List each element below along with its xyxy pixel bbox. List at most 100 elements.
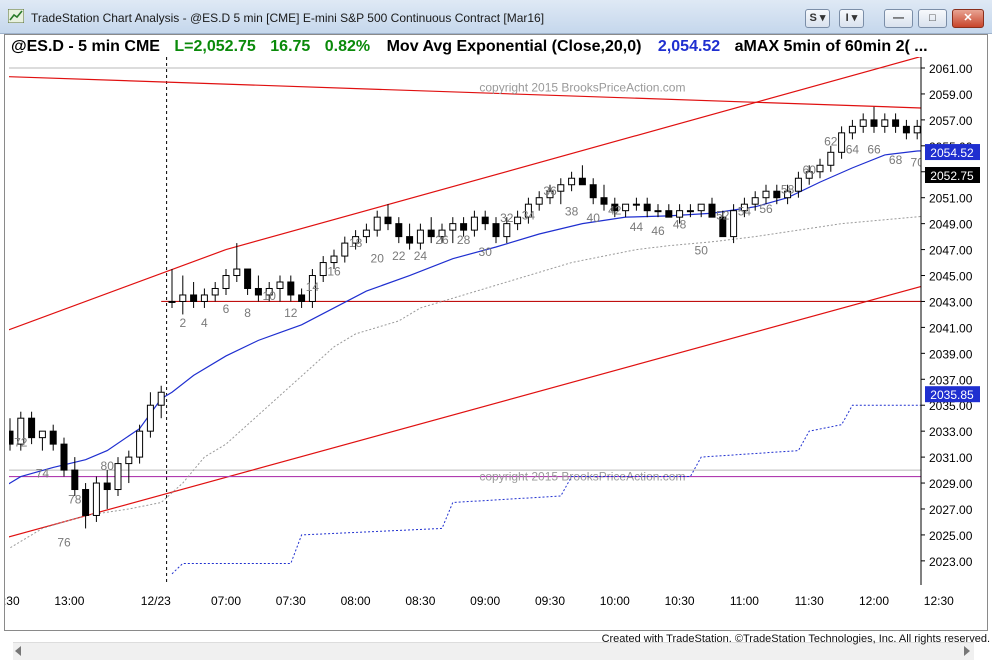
i-menu-button[interactable]: I ▾ bbox=[839, 9, 864, 28]
candle-body bbox=[600, 197, 608, 205]
tradestation-app-icon bbox=[8, 9, 24, 23]
bar-count-label: 80 bbox=[101, 459, 115, 473]
candle-body bbox=[38, 430, 46, 439]
close-button[interactable]: ✕ bbox=[952, 9, 984, 28]
s-menu-button[interactable]: S ▾ bbox=[805, 9, 830, 28]
bar-count-label: 44 bbox=[630, 220, 644, 234]
candle-body bbox=[460, 223, 468, 231]
s-button-label: S bbox=[809, 12, 817, 24]
x-axis-label: 08:00 bbox=[341, 594, 371, 608]
x-axis-label: 12:30 bbox=[5, 594, 20, 608]
x-axis-label: 10:00 bbox=[600, 594, 630, 608]
candle-body bbox=[244, 268, 252, 289]
price-tag-label: 2052.75 bbox=[930, 169, 974, 183]
close-icon: ✕ bbox=[963, 12, 973, 24]
candle-body bbox=[881, 119, 889, 127]
x-axis-label: 09:30 bbox=[535, 594, 565, 608]
candle-body bbox=[676, 210, 684, 218]
candle-body bbox=[665, 210, 673, 218]
candle-body bbox=[686, 210, 694, 213]
y-axis-label: 2035.00 bbox=[929, 399, 973, 413]
bar-count-label: 46 bbox=[651, 224, 665, 238]
x-axis-label: 12:30 bbox=[924, 594, 954, 608]
scroll-right-arrow-icon[interactable] bbox=[964, 646, 970, 656]
copyright-watermark: copyright 2015 BrooksPriceAction.com bbox=[479, 80, 685, 94]
bar-count-label: 12 bbox=[284, 306, 298, 320]
candle-body bbox=[49, 430, 57, 445]
candle-body bbox=[373, 216, 381, 231]
x-axis-label: 07:30 bbox=[276, 594, 306, 608]
maximize-button[interactable]: □ bbox=[918, 9, 947, 28]
bar-count-label: 58 bbox=[781, 183, 795, 197]
candle-body bbox=[557, 184, 565, 192]
candle-body bbox=[492, 223, 500, 238]
x-axis-label: 13:00 bbox=[54, 594, 84, 608]
candle-body bbox=[136, 430, 144, 458]
candle-body bbox=[859, 119, 867, 127]
candle-body bbox=[773, 190, 781, 199]
bar-count-label: 18 bbox=[349, 236, 363, 250]
y-axis-label: 2051.00 bbox=[929, 192, 973, 206]
y-axis-label: 2025.00 bbox=[929, 529, 973, 543]
scroll-left-arrow-icon[interactable] bbox=[15, 646, 21, 656]
minimize-button[interactable]: — bbox=[884, 9, 913, 28]
candle-body bbox=[838, 132, 846, 153]
ema-line bbox=[9, 150, 921, 485]
candle-body bbox=[503, 223, 511, 238]
bar-count-label: 38 bbox=[565, 205, 579, 219]
window-title: TradeStation Chart Analysis - @ES.D 5 mi… bbox=[31, 11, 545, 25]
bar-count-label: 72 bbox=[14, 436, 28, 450]
y-axis-label: 2027.00 bbox=[929, 503, 973, 517]
header-change-pct: 0.82% bbox=[325, 38, 370, 55]
candle-body bbox=[114, 463, 122, 491]
header-study: Mov Avg Exponential (Close,20,0) bbox=[387, 38, 642, 55]
candle-body bbox=[60, 443, 68, 471]
candle-body bbox=[71, 469, 79, 491]
bar-count-label: 74 bbox=[36, 467, 50, 481]
candle-body bbox=[308, 275, 316, 302]
chart-window: copyright 2015 BrooksPriceAction.com copy… bbox=[4, 34, 988, 660]
candle-body bbox=[82, 489, 90, 516]
candle-body bbox=[168, 300, 176, 303]
candle-body bbox=[578, 177, 586, 186]
bar-count-label: 24 bbox=[414, 249, 428, 263]
candle-body bbox=[449, 223, 457, 231]
bar-count-label: 34 bbox=[522, 209, 536, 223]
candle-body bbox=[622, 203, 630, 212]
bar-count-label: 66 bbox=[867, 142, 881, 156]
trend-line bbox=[9, 76, 921, 109]
bar-count-label: 6 bbox=[223, 302, 230, 316]
price-tag-blue bbox=[925, 386, 980, 403]
title-bar: TradeStation Chart Analysis - @ES.D 5 mi… bbox=[0, 0, 992, 34]
candle-body bbox=[740, 203, 748, 212]
candle-body bbox=[902, 125, 910, 134]
candle-body bbox=[730, 210, 738, 238]
candle-body bbox=[28, 417, 36, 439]
bar-count-label: 60 bbox=[803, 163, 817, 177]
candle-body bbox=[406, 236, 414, 244]
x-axis-label: 07:00 bbox=[211, 594, 241, 608]
trend-line bbox=[225, 57, 921, 251]
bar-count-label: 16 bbox=[327, 264, 341, 278]
candle-body bbox=[535, 197, 543, 205]
bar-count-label: 2 bbox=[179, 316, 186, 330]
candle-body bbox=[157, 391, 165, 406]
bar-count-label: 14 bbox=[306, 280, 320, 294]
candle-body bbox=[762, 190, 770, 199]
y-axis-label: 2039.00 bbox=[929, 347, 973, 361]
candle-body bbox=[438, 229, 446, 238]
i-button-label: I bbox=[845, 12, 849, 24]
lower-dotted-line bbox=[171, 404, 921, 575]
y-axis-label: 2041.00 bbox=[929, 321, 973, 335]
bar-count-label: 20 bbox=[371, 251, 385, 265]
candle-body bbox=[514, 216, 522, 225]
candle-body bbox=[9, 430, 14, 445]
y-axis-label: 2043.00 bbox=[929, 295, 973, 309]
bar-count-label: 64 bbox=[846, 142, 860, 156]
header-study-value: 2,054.52 bbox=[658, 38, 720, 55]
price-chart[interactable]: copyright 2015 BrooksPriceAction.com copy… bbox=[5, 35, 987, 630]
x-axis-label: 10:30 bbox=[665, 594, 695, 608]
footer-credit: Created with TradeStation. ©TradeStation… bbox=[601, 633, 990, 645]
candle-body bbox=[546, 190, 554, 199]
candle-body bbox=[427, 229, 435, 238]
